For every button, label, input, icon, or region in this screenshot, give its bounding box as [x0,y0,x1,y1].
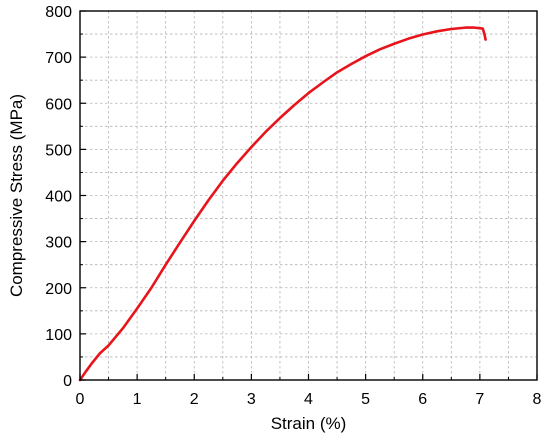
y-tick-label: 600 [45,96,72,113]
y-tick-label: 700 [45,50,72,67]
x-tick-label: 4 [304,391,313,408]
y-tick-label: 200 [45,281,72,298]
y-tick-label: 0 [63,373,72,390]
x-tick-label: 8 [533,391,542,408]
y-tick-label: 400 [45,189,72,206]
series-layer [78,26,487,382]
y-tick-labels: 0 100 200 300 400 500 600 700 800 [45,4,72,390]
x-tick-labels: 0 1 2 3 4 5 6 7 8 [76,391,542,408]
x-axis-label: Strain (%) [271,414,347,433]
y-tick-label: 100 [45,327,72,344]
x-tick-label: 3 [247,391,256,408]
x-tick-label: 1 [133,391,142,408]
grid-lines [80,11,537,380]
x-tick-label: 7 [475,391,484,408]
y-tick-label: 500 [45,142,72,159]
x-tick-label: 0 [76,391,85,408]
tick-marks [79,10,538,381]
x-tick-label: 2 [190,391,199,408]
y-axis-label: Compressive Stress (MPa) [7,94,26,297]
x-tick-label: 5 [361,391,370,408]
y-tick-label: 800 [45,4,72,21]
x-tick-label: 6 [418,391,427,408]
stress-strain-curve [78,26,487,382]
y-tick-label: 300 [45,235,72,252]
